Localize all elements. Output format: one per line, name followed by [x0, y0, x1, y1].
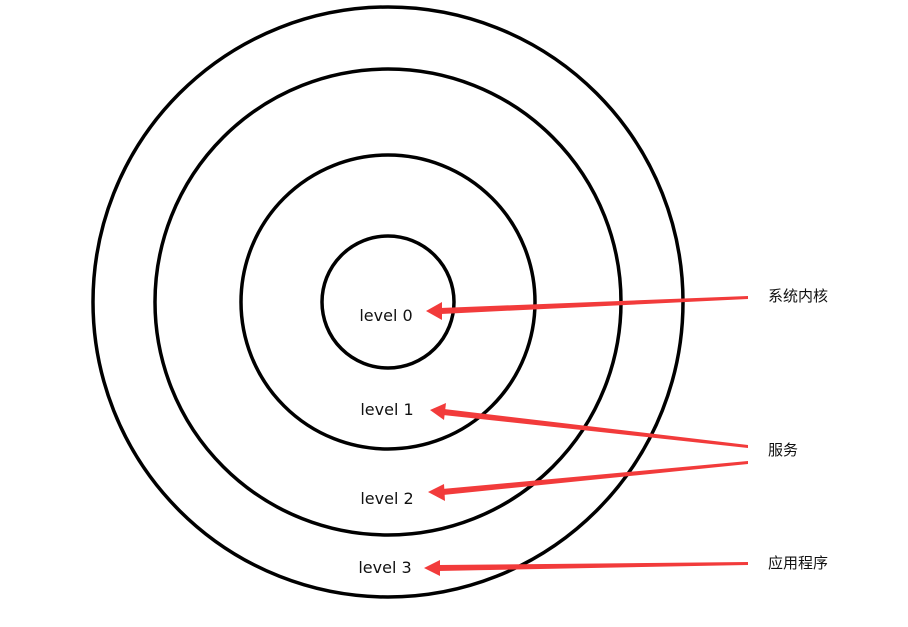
arrow-services-head-1 [430, 403, 446, 420]
ring-level-1 [239, 153, 537, 451]
services-annotation: 服务 [768, 441, 798, 459]
level-1-label: level 1 [360, 400, 413, 419]
arrow-services-head-2 [428, 484, 445, 501]
arrow-kernel-head [426, 302, 442, 320]
arrow-applications-head [424, 560, 440, 576]
kernel-annotation: 系统内核 [768, 287, 828, 305]
level-0-label: level 0 [359, 306, 412, 325]
arrow-services-to-level-1 [443, 409, 748, 448]
level-3-label: level 3 [358, 558, 411, 577]
arrow-applications-to-level-3 [438, 562, 748, 571]
ring-level-0 [320, 234, 456, 370]
arrow-services-to-level-2 [442, 461, 748, 495]
level-2-label: level 2 [360, 489, 413, 508]
applications-annotation: 应用程序 [768, 554, 828, 572]
ring-level-2 [153, 67, 623, 537]
arrow-kernel-to-level-0 [440, 296, 748, 314]
